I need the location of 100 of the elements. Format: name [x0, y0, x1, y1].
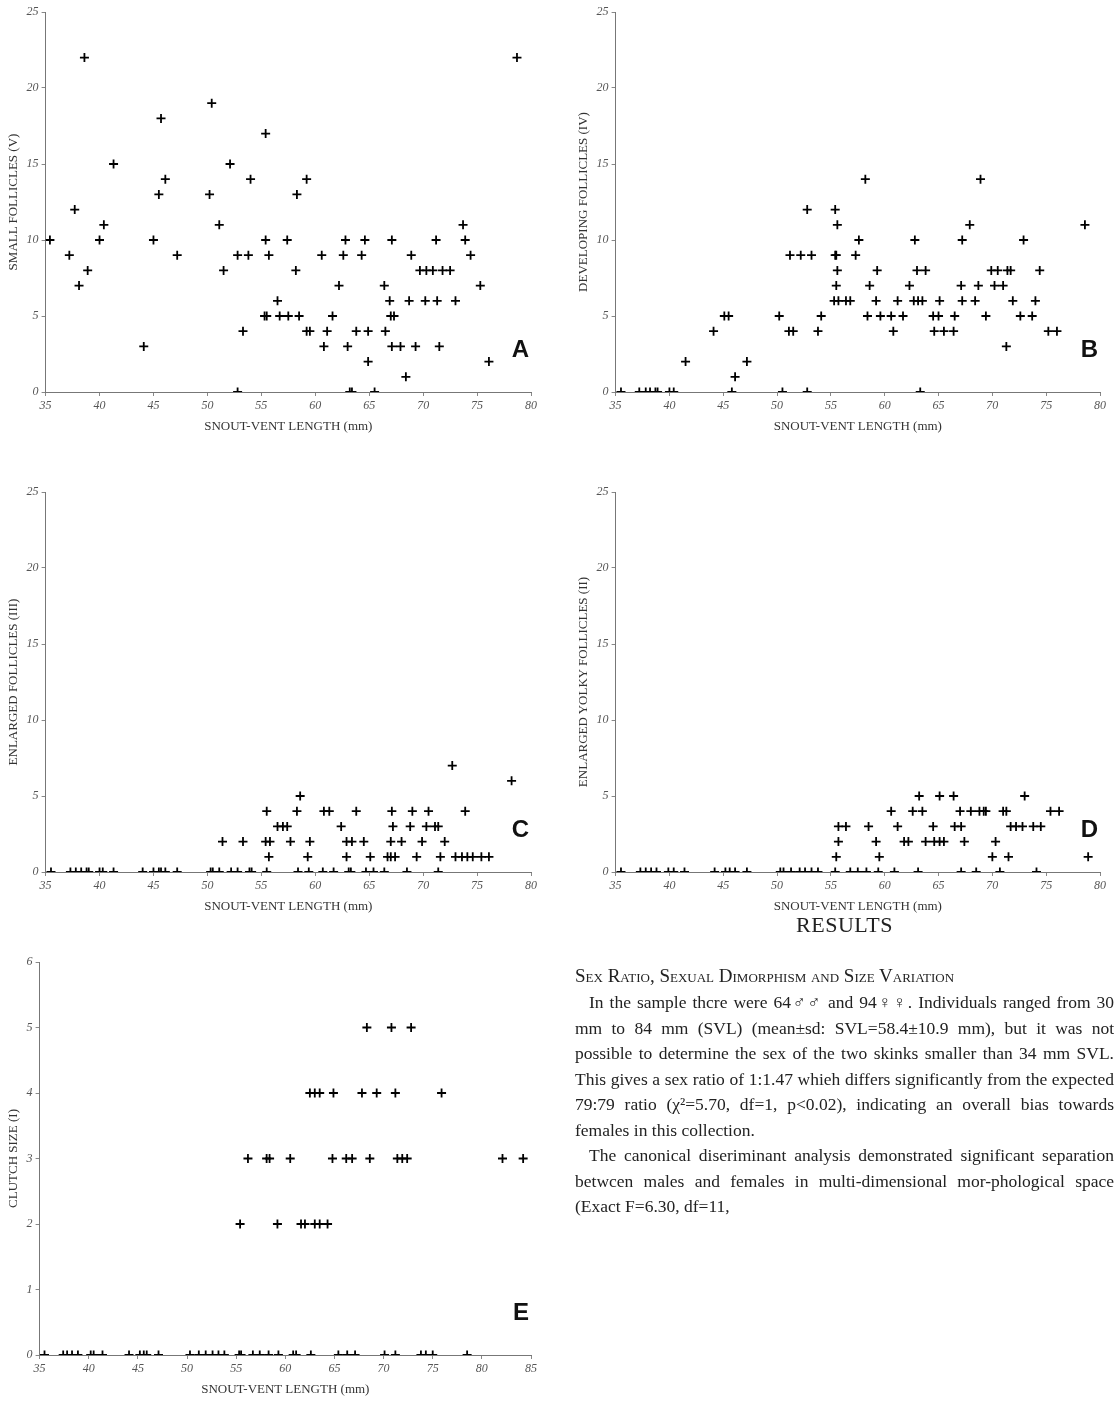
x-tick-label: 45 [147, 398, 160, 413]
y-axis-title: ENLARGED YOLKY FOLLICLES (II) [575, 576, 591, 788]
y-tick-label: 0 [602, 384, 609, 399]
x-tick-label: 40 [663, 398, 676, 413]
x-tick-label: 55 [255, 398, 268, 413]
y-tick-label: 20 [26, 80, 39, 95]
text: RESULTS [795, 912, 894, 938]
y-tick-label: 10 [596, 232, 609, 247]
y-tick-label: 5 [602, 308, 609, 323]
y-tick-label: 2 [26, 1216, 33, 1231]
x-axis-title: SNOUT-VENT LENGTH (mm) [204, 417, 373, 433]
x-tick-label: 35 [608, 878, 622, 893]
x-tick-label: 60 [309, 398, 322, 413]
x-tick-label: 75 [1040, 878, 1053, 893]
x-tick-label: 55 [824, 398, 837, 413]
y-tick-label: 10 [26, 232, 39, 247]
text: Sex Ratio, Sexual Dimorphism and Size Variation [575, 964, 956, 988]
x-axis-title: SNOUT-VENT LENGTH (mm) [773, 417, 942, 433]
x-tick-label: 80 [525, 398, 537, 413]
x-tick-label: 75 [471, 878, 484, 893]
x-tick-label: 45 [147, 878, 160, 893]
x-tick-label: 60 [878, 398, 891, 413]
x-tick-label: 80 [475, 1361, 488, 1376]
x-tick-label: 35 [608, 398, 622, 413]
x-tick-label: 70 [986, 878, 999, 893]
x-tick-label: 50 [181, 1361, 194, 1376]
text: In the sample thcre were 64♂♂ and 94♀♀. Individuals ranged from 30 mm to 84 mm (SVL) (mean±sd: SVL=58.4±10.9 mm), but it was not possible to determine the sex of the two skinks smaller than 34 mm SVL. This gives a sex ratio of 1:1.47 whieh differs significantly from the expected 79:79 ratio (χ²=5.70, df=1, p<0.02), indicating an overall bias towards females in this collection. [575, 991, 1114, 1142]
y-tick-label: 0 [32, 864, 39, 879]
y-tick-label: 20 [26, 560, 39, 575]
y-tick-label: 5 [32, 308, 39, 323]
x-tick-label: 85 [525, 1361, 537, 1376]
x-tick-label: 50 [201, 878, 214, 893]
x-tick-label: 75 [426, 1361, 439, 1376]
x-tick-label: 45 [131, 1361, 144, 1376]
x-tick-label: 50 [771, 878, 784, 893]
x-tick-label: 40 [663, 878, 676, 893]
x-tick-label: 70 [986, 398, 999, 413]
annotation: A [511, 334, 529, 362]
x-tick-label: 50 [201, 398, 214, 413]
x-tick-label: 70 [377, 1361, 390, 1376]
y-tick-label: 15 [596, 156, 609, 171]
x-tick-label: 80 [1094, 398, 1106, 413]
x-tick-label: 70 [417, 398, 430, 413]
y-axis-title: ENLARGED FOLLICLES (III) [5, 598, 21, 766]
x-tick-label: 60 [279, 1361, 292, 1376]
x-tick-label: 80 [1094, 878, 1106, 893]
y-tick-label: 10 [596, 712, 609, 727]
annotation: B [1080, 334, 1098, 362]
x-tick-label: 35 [38, 398, 52, 413]
x-tick-label: 70 [417, 878, 430, 893]
x-tick-label: 40 [93, 878, 106, 893]
annotation: E [512, 1297, 529, 1325]
x-tick-label: 75 [1040, 398, 1053, 413]
y-tick-label: 25 [596, 4, 609, 19]
y-tick-label: 4 [26, 1085, 33, 1100]
y-tick-label: 0 [26, 1347, 33, 1362]
x-tick-label: 65 [363, 878, 376, 893]
y-tick-label: 15 [26, 156, 39, 171]
y-tick-label: 0 [602, 864, 609, 879]
annotation: C [511, 814, 529, 842]
x-tick-label: 35 [38, 878, 52, 893]
x-tick-label: 35 [32, 1361, 46, 1376]
y-tick-label: 3 [25, 1150, 33, 1165]
x-tick-label: 45 [717, 398, 730, 413]
y-tick-label: 25 [26, 4, 39, 19]
x-tick-label: 45 [717, 878, 730, 893]
x-tick-label: 60 [878, 878, 891, 893]
x-tick-label: 55 [230, 1361, 243, 1376]
x-tick-label: 65 [328, 1361, 341, 1376]
x-tick-label: 40 [82, 1361, 95, 1376]
annotation: D [1080, 814, 1098, 842]
text: The canonical diseriminant analysis demonstrated significant separation betwcen males and females in multi-dimensional mor-phological space (Exact F=6.30, df=11, [575, 1144, 1114, 1218]
y-tick-label: 15 [596, 636, 609, 651]
y-axis-title: CLUTCH SIZE (I) [5, 1109, 21, 1208]
y-tick-label: 15 [26, 636, 39, 651]
y-axis-title: SMALL FOLLICLES (V) [5, 133, 21, 271]
x-tick-label: 55 [824, 878, 837, 893]
y-tick-label: 5 [32, 788, 39, 803]
x-tick-label: 50 [771, 398, 784, 413]
y-tick-label: 25 [26, 484, 39, 499]
y-tick-label: 20 [596, 80, 609, 95]
x-tick-label: 65 [363, 398, 376, 413]
x-tick-label: 75 [471, 398, 484, 413]
y-tick-label: 25 [596, 484, 609, 499]
y-tick-label: 5 [26, 1019, 33, 1034]
y-tick-label: 20 [596, 560, 609, 575]
y-tick-label: 1 [26, 1281, 33, 1296]
x-axis-title: SNOUT-VENT LENGTH (mm) [204, 897, 373, 913]
x-tick-label: 80 [525, 878, 537, 893]
y-axis-title: DEVELOPING FOLLICLES (IV) [575, 112, 591, 292]
x-axis-title: SNOUT-VENT LENGTH (mm) [201, 1380, 370, 1396]
y-tick-label: 5 [602, 788, 609, 803]
x-tick-label: 60 [309, 878, 322, 893]
x-axis-title: SNOUT-VENT LENGTH (mm) [773, 897, 942, 913]
y-tick-label: 6 [26, 954, 33, 969]
y-tick-label: 0 [32, 384, 39, 399]
y-tick-label: 10 [26, 712, 39, 727]
x-tick-label: 55 [255, 878, 268, 893]
x-tick-label: 65 [932, 878, 945, 893]
x-tick-label: 65 [932, 398, 945, 413]
